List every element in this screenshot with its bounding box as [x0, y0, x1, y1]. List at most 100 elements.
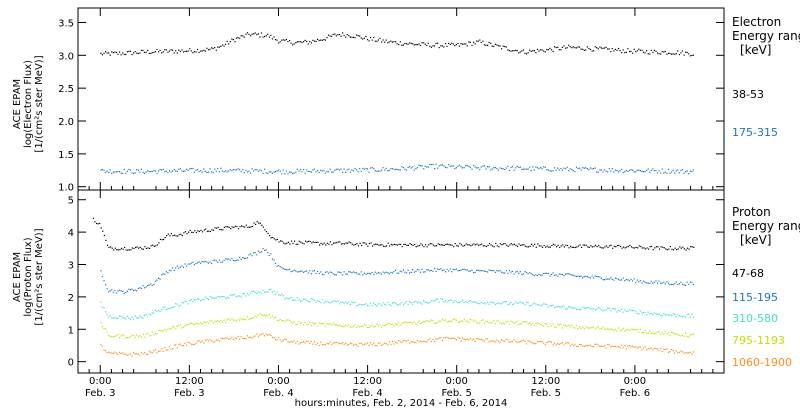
data-point — [158, 51, 160, 53]
data-point — [610, 346, 612, 348]
data-point — [301, 270, 303, 272]
data-point — [313, 40, 316, 42]
data-point — [582, 345, 584, 347]
data-point — [142, 49, 144, 52]
data-point — [491, 301, 493, 303]
data-point — [603, 345, 606, 347]
data-point — [243, 318, 245, 320]
data-point — [338, 342, 341, 344]
data-point — [547, 272, 549, 275]
data-point — [476, 40, 478, 42]
data-point — [626, 246, 628, 248]
data-point — [337, 271, 339, 273]
data-point — [234, 225, 236, 227]
data-point — [473, 301, 475, 303]
data-point — [153, 350, 155, 352]
data-point — [446, 243, 448, 245]
data-point — [133, 289, 135, 292]
data-point — [457, 302, 459, 304]
data-point — [393, 271, 395, 273]
data-point — [142, 285, 144, 287]
data-point — [644, 281, 646, 283]
data-point — [273, 317, 275, 319]
data-point — [250, 35, 252, 37]
data-point — [301, 41, 303, 44]
data-point — [415, 44, 417, 46]
data-point — [535, 166, 537, 168]
data-point — [607, 307, 609, 309]
data-point — [203, 49, 205, 51]
data-point — [510, 341, 512, 343]
data-point — [689, 55, 691, 57]
data-point — [533, 343, 535, 345]
data-point — [116, 249, 118, 251]
data-point — [256, 169, 258, 171]
data-point — [348, 343, 350, 346]
data-point — [128, 288, 130, 290]
data-point — [148, 335, 150, 337]
data-point — [265, 333, 267, 335]
data-point — [530, 324, 532, 326]
data-point — [660, 333, 662, 336]
data-point — [279, 318, 281, 320]
data-point — [497, 45, 500, 47]
data-point — [195, 262, 197, 265]
data-point — [399, 303, 401, 305]
data-point — [490, 244, 492, 246]
data-point — [122, 290, 124, 293]
data-point — [231, 257, 233, 260]
data-point — [126, 290, 128, 292]
data-point — [639, 328, 641, 330]
data-point — [410, 167, 412, 169]
data-point — [460, 300, 462, 303]
data-point — [304, 172, 306, 174]
data-point — [485, 338, 487, 340]
data-point — [632, 52, 634, 54]
data-point — [120, 54, 122, 56]
data-point — [632, 169, 634, 171]
data-point — [245, 33, 247, 35]
data-point — [507, 320, 509, 322]
data-point — [159, 168, 161, 171]
data-point — [593, 245, 595, 248]
data-point — [688, 53, 690, 55]
data-point — [204, 296, 206, 298]
data-point — [284, 320, 286, 322]
data-point — [175, 50, 177, 52]
data-point — [391, 302, 394, 304]
data-point — [164, 49, 166, 51]
data-point — [660, 315, 662, 317]
data-point — [565, 244, 567, 246]
data-point — [532, 322, 534, 325]
data-point — [284, 268, 286, 270]
data-point — [393, 168, 395, 171]
data-point — [522, 168, 524, 170]
data-point — [583, 328, 585, 330]
data-point — [435, 298, 437, 301]
data-point — [555, 274, 557, 276]
data-point — [418, 341, 420, 343]
data-point — [603, 279, 606, 281]
data-point — [324, 300, 326, 302]
data-point — [359, 326, 361, 328]
data-point — [530, 50, 532, 52]
data-point — [650, 312, 652, 314]
data-point — [590, 245, 592, 247]
data-point — [535, 246, 537, 248]
data-point — [311, 242, 313, 244]
data-point — [551, 244, 553, 247]
data-point — [259, 251, 261, 253]
data-point — [446, 167, 448, 169]
data-point — [357, 304, 359, 306]
data-point — [145, 286, 147, 288]
data-point — [656, 282, 659, 284]
data-point — [225, 258, 227, 260]
data-point — [349, 342, 351, 344]
data-point — [502, 301, 504, 303]
data-point — [671, 171, 673, 173]
data-point — [313, 168, 316, 170]
data-point — [577, 345, 579, 347]
data-point — [418, 43, 420, 45]
data-point — [572, 274, 574, 276]
data-point — [650, 347, 652, 349]
